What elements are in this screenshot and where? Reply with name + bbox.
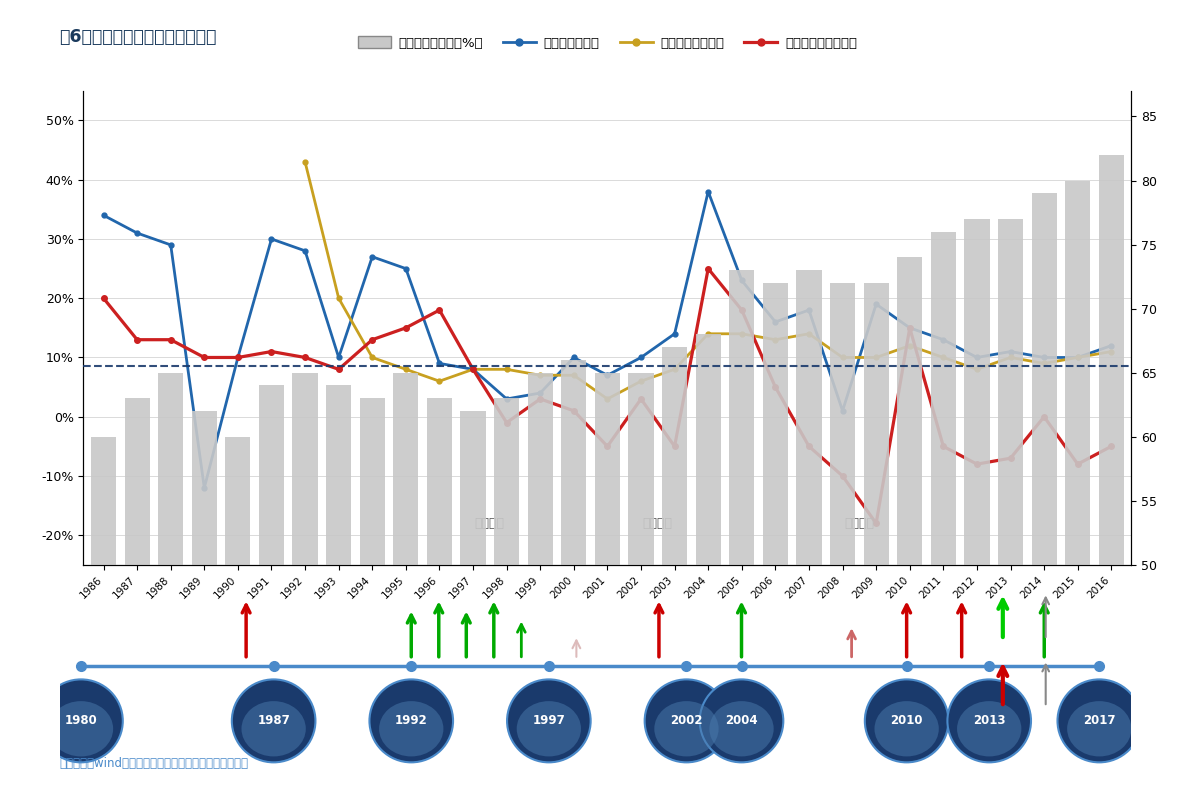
Bar <box>528 373 553 790</box>
Bar <box>1065 181 1090 790</box>
Ellipse shape <box>379 702 443 757</box>
Bar <box>696 334 721 790</box>
Text: 金融风暴: 金融风暴 <box>475 517 505 530</box>
Bar <box>293 373 318 790</box>
Text: 1997: 1997 <box>532 714 566 728</box>
Ellipse shape <box>654 702 718 757</box>
Text: 1992: 1992 <box>395 714 428 728</box>
Ellipse shape <box>39 679 123 762</box>
Bar <box>629 373 654 790</box>
Bar <box>863 283 888 790</box>
Bar <box>360 398 385 790</box>
Ellipse shape <box>865 679 948 762</box>
Ellipse shape <box>874 702 939 757</box>
Ellipse shape <box>699 679 784 762</box>
Text: 图6：中国航空业发展的四大阶段: 图6：中国航空业发展的四大阶段 <box>60 28 217 46</box>
Bar <box>326 386 351 790</box>
Text: 2017: 2017 <box>1083 714 1116 728</box>
Bar <box>797 270 822 790</box>
Bar <box>225 437 250 790</box>
Bar <box>258 386 285 790</box>
Text: 2013: 2013 <box>973 714 1005 728</box>
Bar <box>91 437 117 790</box>
Bar <box>561 360 586 790</box>
Ellipse shape <box>507 679 591 762</box>
Text: 2004: 2004 <box>725 714 757 728</box>
Text: 数据来源：wind，从统计看民航，广发证券发展研究中心: 数据来源：wind，从统计看民航，广发证券发展研究中心 <box>60 758 249 770</box>
Bar <box>930 231 956 790</box>
Ellipse shape <box>232 679 316 762</box>
Text: 非典时期: 非典时期 <box>643 517 673 530</box>
Legend: 平均客座率（右：%）, 民航客运量同比, 民航飞机数量同比, 总体吨公里水平同比: 平均客座率（右：%）, 民航客运量同比, 民航飞机数量同比, 总体吨公里水平同比 <box>353 31 862 55</box>
Bar <box>393 373 418 790</box>
Ellipse shape <box>710 702 774 757</box>
Text: 2002: 2002 <box>671 714 703 728</box>
Ellipse shape <box>1067 702 1131 757</box>
Ellipse shape <box>49 702 113 757</box>
Bar <box>594 373 621 790</box>
Bar <box>897 258 922 790</box>
Bar <box>830 283 855 790</box>
Ellipse shape <box>947 679 1031 762</box>
Ellipse shape <box>1058 679 1141 762</box>
Bar <box>426 398 453 790</box>
Ellipse shape <box>958 702 1022 757</box>
Bar <box>1031 194 1056 790</box>
Text: 1987: 1987 <box>257 714 291 728</box>
Bar <box>494 398 519 790</box>
Bar <box>158 373 183 790</box>
Bar <box>762 283 788 790</box>
Bar <box>729 270 754 790</box>
Bar <box>965 219 990 790</box>
Ellipse shape <box>517 702 581 757</box>
Bar <box>662 347 687 790</box>
Bar <box>461 411 486 790</box>
Bar <box>125 398 150 790</box>
Ellipse shape <box>369 679 453 762</box>
Bar <box>192 411 217 790</box>
Bar <box>1098 155 1124 790</box>
Text: 1980: 1980 <box>64 714 98 728</box>
Ellipse shape <box>644 679 728 762</box>
Text: 金融回落: 金融回落 <box>844 517 874 530</box>
Text: 2010: 2010 <box>891 714 923 728</box>
Bar <box>998 219 1023 790</box>
Ellipse shape <box>242 702 306 757</box>
